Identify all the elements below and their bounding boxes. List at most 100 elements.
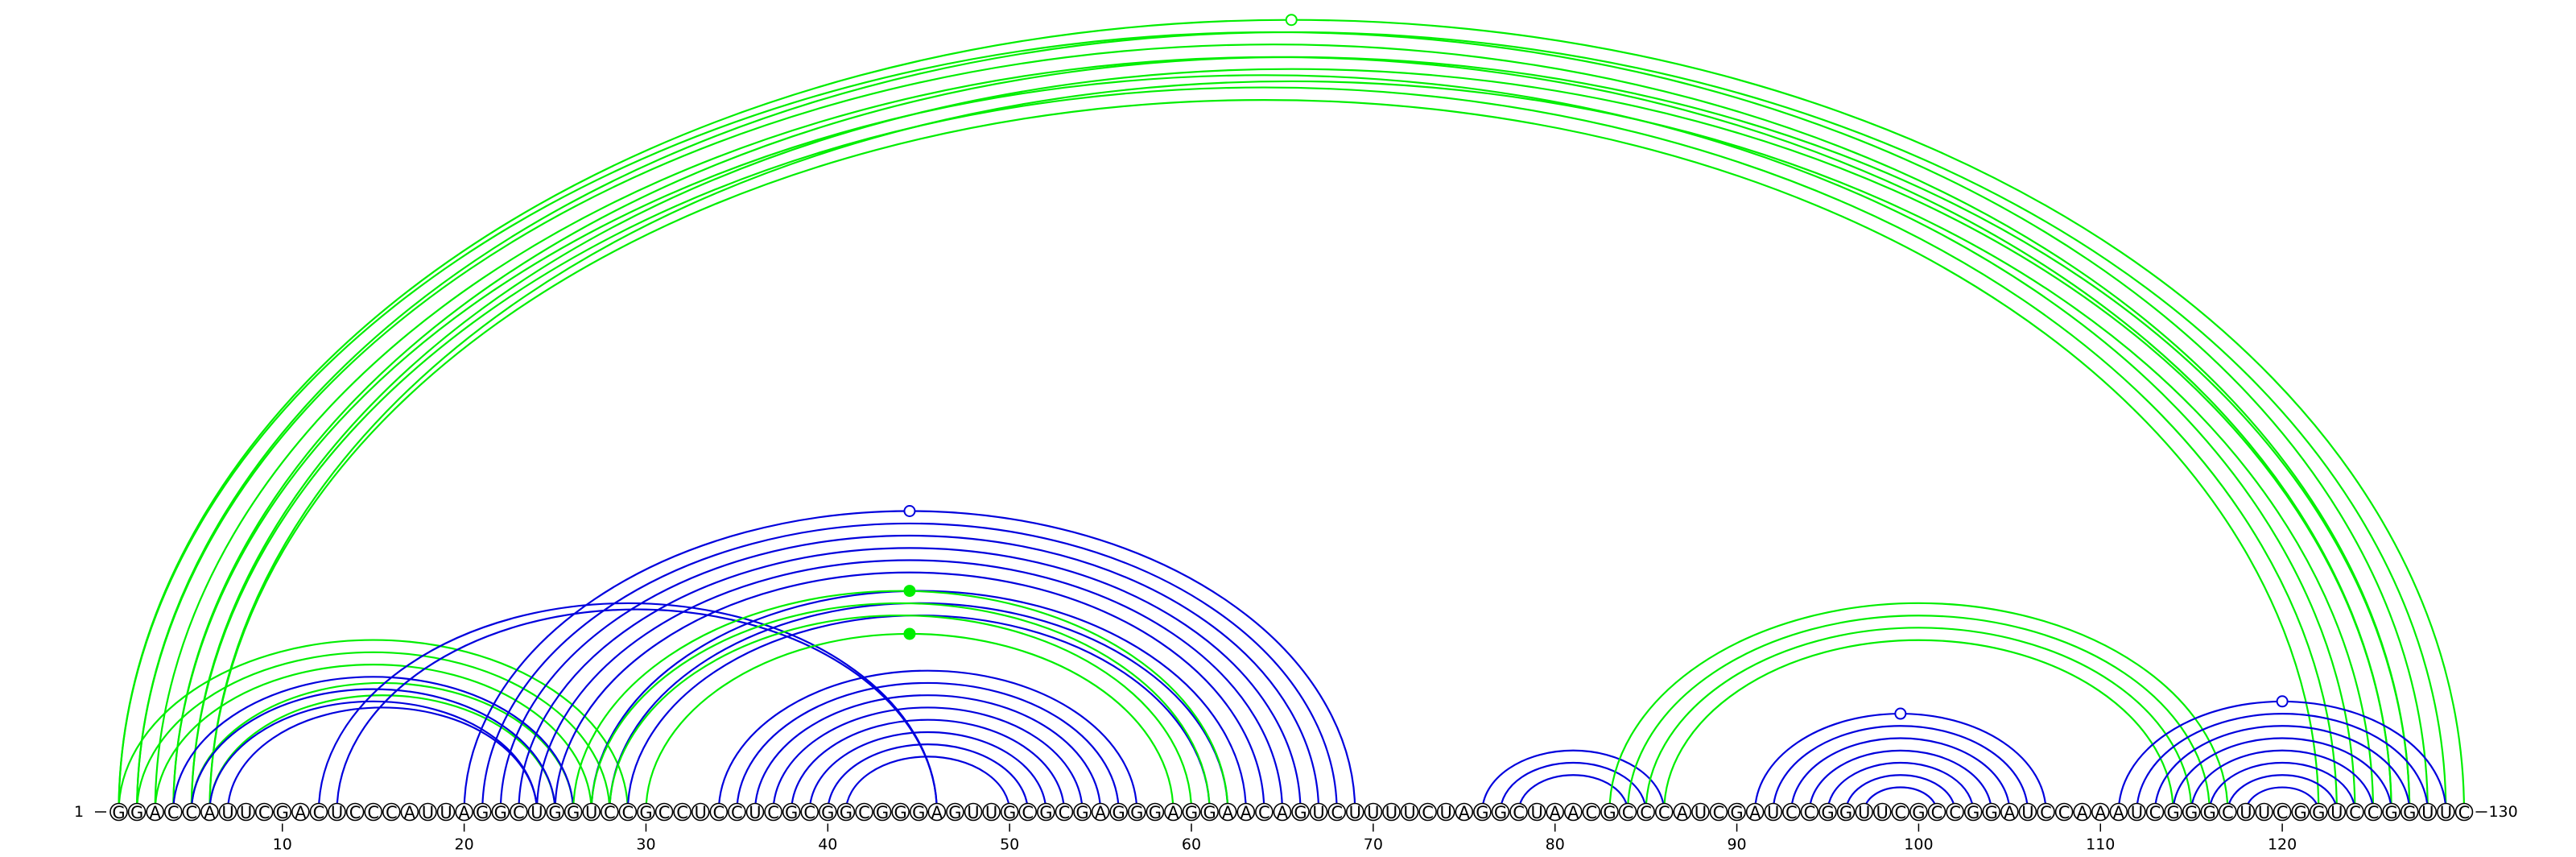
nucleotide-letter: G: [785, 803, 798, 822]
nucleotide-letter: U: [1876, 803, 1889, 822]
nucleotide-letter: G: [1730, 803, 1743, 822]
axis-tick-label: 70: [1364, 836, 1383, 854]
arc-marker: [1895, 709, 1905, 719]
nucleotide-letter: G: [2203, 803, 2216, 822]
arc-12-46: [319, 603, 937, 812]
nucleotide-letter: G: [1185, 803, 1198, 822]
arc-3-126: [155, 57, 2392, 812]
nucleotide-letter: C: [2222, 803, 2234, 822]
end-label: 130: [2488, 803, 2517, 821]
nucleotide-letter: A: [1550, 803, 1562, 822]
nucleotide-letter: U: [221, 803, 233, 822]
arc-111-129: [2119, 702, 2446, 812]
arc-4-127: [173, 57, 2409, 812]
nucleotide-letter: U: [240, 803, 252, 822]
nucleotide-letter: G: [567, 803, 580, 822]
nucleotide-letter: U: [1349, 803, 1361, 822]
nucleotide-letter: U: [695, 803, 707, 822]
nucleotide-letter: A: [149, 803, 161, 822]
nucleotide-letter: G: [476, 803, 489, 822]
nucleotide-letter: U: [2240, 803, 2252, 822]
arc-5-126: [192, 69, 2392, 812]
arc-21-68: [482, 524, 1336, 812]
nucleotide-letter: G: [1839, 803, 1852, 822]
nucleotide-letter: U: [2330, 803, 2343, 822]
nucleotide-letter: C: [2368, 803, 2380, 822]
arc-3-27: [155, 664, 592, 812]
nucleotide-list: GGACCAUUCGACUCCCAUUAGGCUGGUCCGCCUCCUCGCG…: [110, 803, 2472, 822]
nucleotide-letter: A: [204, 803, 216, 822]
nucleotide-letter: G: [1294, 803, 1307, 822]
nucleotide-letter: C: [803, 803, 815, 822]
nucleotide-letter: C: [767, 803, 779, 822]
arc-marker: [2277, 696, 2288, 706]
nucleotide-letter: G: [1985, 803, 1998, 822]
nucleotide-letter: C: [1931, 803, 1943, 822]
nucleotide-letter: A: [2095, 803, 2107, 822]
nucleotide-letter: U: [1403, 803, 1415, 822]
axis-tick-label: 80: [1546, 836, 1565, 854]
nucleotide-letter: G: [2384, 803, 2397, 822]
nucleotide-letter: C: [1513, 803, 1525, 822]
nucleotide-letter: U: [1767, 803, 1779, 822]
arc-85-115: [1646, 627, 2192, 812]
nucleotide-letter: C: [2277, 803, 2289, 822]
nucleotide-letter: U: [2440, 803, 2452, 822]
nucleotide-letter: U: [585, 803, 597, 822]
nucleotide-letter: U: [985, 803, 997, 822]
nucleotide-letter: A: [1749, 803, 1761, 822]
nucleotide-letter: A: [1277, 803, 1289, 822]
nucleotide-letter: G: [2185, 803, 2198, 822]
nucleotide-letter: C: [712, 803, 724, 822]
nucleotide-letter: A: [1459, 803, 1471, 822]
nucleotide-letter: A: [2113, 803, 2125, 822]
nucleotide-letter: C: [1422, 803, 1434, 822]
arc-marker: [904, 586, 914, 596]
nucleotide-letter: A: [458, 803, 470, 822]
nucleotide-letter: U: [1367, 803, 1379, 822]
nucleotide-letter: C: [622, 803, 634, 822]
nucleotide-letter: A: [1567, 803, 1579, 822]
arc-83-117: [1609, 603, 2227, 812]
nucleotide-letter: U: [1440, 803, 1452, 822]
nucleotide-letter: G: [1130, 803, 1143, 822]
arc-6-24: [209, 702, 537, 812]
nucleotide-letter: C: [1622, 803, 1634, 822]
nucleotide-letter: G: [2166, 803, 2179, 822]
nucleotide-letter: G: [894, 803, 907, 822]
nucleotide-letter: C: [313, 803, 325, 822]
nucleotide-letter: U: [422, 803, 434, 822]
nucleotide-letter: U: [2421, 803, 2434, 822]
axis-tick-label: 20: [455, 836, 474, 854]
axis-tick-label: 120: [2268, 836, 2297, 854]
nucleotide-letter: G: [1821, 803, 1834, 822]
nucleotide-letter: G: [494, 803, 507, 822]
nucleotide-letter: G: [130, 803, 143, 822]
nucleotide-letter: A: [1167, 803, 1179, 822]
nucleotide-letter: C: [731, 803, 743, 822]
nucleotide-letter: A: [404, 803, 416, 822]
nucleotide-letter: G: [1476, 803, 1488, 822]
nucleotide-letter: C: [2149, 803, 2161, 822]
arc-30-59: [646, 634, 1173, 812]
nucleotide-letter: A: [1222, 803, 1234, 822]
nucleotide-letter: U: [1530, 803, 1542, 822]
start-label: 1: [74, 803, 84, 821]
nucleotide-letter: C: [1331, 803, 1343, 822]
nucleotide-letter: U: [2021, 803, 2033, 822]
axis-tick-label: 90: [1727, 836, 1746, 854]
nucleotide-letter: C: [1059, 803, 1071, 822]
nucleotide-letter: G: [1603, 803, 1616, 822]
nucleotide-letter: G: [1203, 803, 1216, 822]
nucleotide-letter: U: [2131, 803, 2143, 822]
nucleotide-letter: G: [112, 803, 125, 822]
nucleotide-letter: C: [1640, 803, 1652, 822]
nucleotide-letter: C: [513, 803, 525, 822]
nucleotide-letter: G: [1149, 803, 1162, 822]
axis-tick-label: 30: [636, 836, 655, 854]
axis-tick-label: 110: [2086, 836, 2115, 854]
nucleotide-letter: U: [1695, 803, 1707, 822]
nucleotide-letter: U: [1858, 803, 1870, 822]
nucleotide-letter: U: [967, 803, 979, 822]
